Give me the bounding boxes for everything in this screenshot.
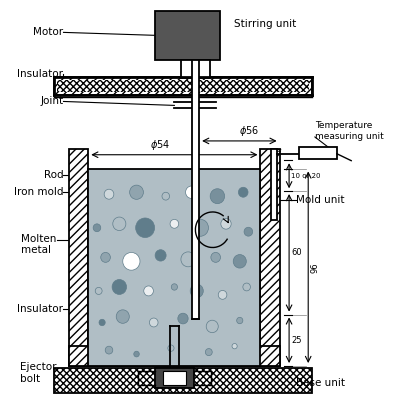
Text: Motor: Motor <box>33 27 64 37</box>
Circle shape <box>243 283 250 291</box>
Text: 96: 96 <box>310 262 319 273</box>
Text: Ejector
bolt: Ejector bolt <box>20 362 57 383</box>
Circle shape <box>237 318 243 324</box>
Bar <box>155 368 194 388</box>
Circle shape <box>206 320 218 333</box>
Bar <box>57 80 309 92</box>
Text: 25: 25 <box>291 336 302 345</box>
Bar <box>54 368 312 393</box>
Circle shape <box>101 252 110 262</box>
Circle shape <box>238 187 248 197</box>
Bar <box>88 168 260 366</box>
Bar <box>192 60 199 318</box>
Circle shape <box>144 286 153 296</box>
Circle shape <box>113 217 126 231</box>
Text: Rod: Rod <box>44 171 64 181</box>
Circle shape <box>95 287 102 294</box>
Circle shape <box>116 310 129 323</box>
Circle shape <box>93 224 101 232</box>
Circle shape <box>150 318 158 327</box>
Text: Molten
metal: Molten metal <box>22 234 57 255</box>
Circle shape <box>233 255 246 268</box>
Bar <box>163 371 186 385</box>
Circle shape <box>130 185 144 200</box>
Circle shape <box>210 189 225 204</box>
Bar <box>69 149 88 366</box>
Text: Temperature
measuring unit: Temperature measuring unit <box>315 121 384 141</box>
Text: 10 or 20: 10 or 20 <box>291 173 320 179</box>
Circle shape <box>211 252 220 262</box>
Circle shape <box>190 284 203 298</box>
Circle shape <box>104 189 114 199</box>
Bar <box>155 10 220 60</box>
Text: Joint: Joint <box>40 97 64 106</box>
Circle shape <box>168 345 174 352</box>
Bar <box>57 80 309 92</box>
Circle shape <box>134 351 139 357</box>
Bar <box>54 77 312 94</box>
Text: 60: 60 <box>291 248 302 257</box>
Circle shape <box>244 227 253 236</box>
Bar <box>69 346 280 366</box>
Text: Insulator: Insulator <box>18 304 64 314</box>
Text: Iron mold: Iron mold <box>14 187 64 197</box>
Bar <box>181 60 210 78</box>
Circle shape <box>232 344 237 349</box>
Text: $\phi$56: $\phi$56 <box>239 124 259 138</box>
Text: $\phi$54: $\phi$54 <box>150 138 170 152</box>
Circle shape <box>205 349 212 356</box>
Circle shape <box>171 284 178 290</box>
Bar <box>260 149 280 366</box>
Circle shape <box>192 219 208 236</box>
Circle shape <box>155 250 166 261</box>
Bar <box>88 168 260 366</box>
Circle shape <box>170 219 179 228</box>
Circle shape <box>136 218 154 238</box>
Circle shape <box>218 290 227 299</box>
Bar <box>271 149 277 220</box>
Text: Insulator: Insulator <box>18 69 64 79</box>
Text: Mold unit: Mold unit <box>296 195 344 205</box>
Circle shape <box>123 252 140 270</box>
Circle shape <box>162 192 170 200</box>
Circle shape <box>186 186 198 199</box>
Circle shape <box>221 218 231 229</box>
Text: Stirring unit: Stirring unit <box>234 19 296 29</box>
Circle shape <box>105 346 113 354</box>
Text: Base unit: Base unit <box>296 378 345 388</box>
Circle shape <box>112 279 126 294</box>
Circle shape <box>178 313 188 324</box>
Circle shape <box>99 319 105 326</box>
Bar <box>54 77 312 94</box>
Bar <box>299 147 337 159</box>
Circle shape <box>181 252 195 267</box>
